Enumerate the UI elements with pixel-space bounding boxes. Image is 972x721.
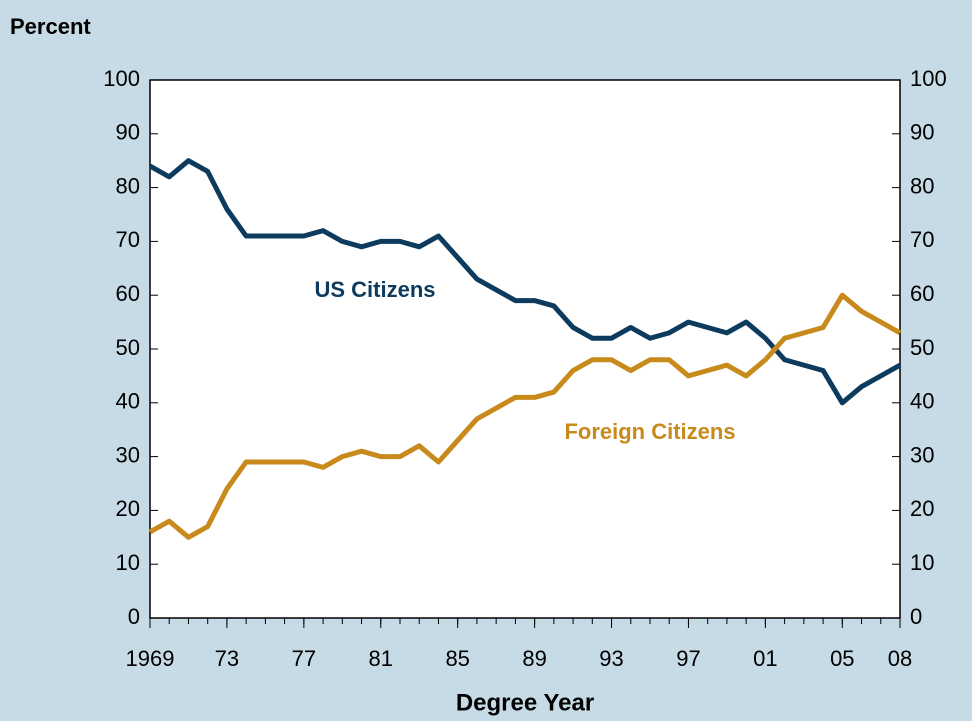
series-label: US Citizens — [314, 277, 435, 302]
series-line — [148, 292, 902, 540]
plot-area — [149, 79, 901, 619]
y2-tick-label: 30 — [910, 442, 934, 467]
x-tick-label: 81 — [369, 646, 393, 671]
y2-tick-label: 20 — [910, 496, 934, 521]
x-tick-label: 93 — [599, 646, 623, 671]
x-tick-label: 73 — [215, 646, 239, 671]
y-tick-label: 90 — [116, 120, 140, 145]
y-tick-label: 40 — [116, 389, 140, 414]
series-label: Foreign Citizens — [564, 419, 735, 444]
x-tick-label: 89 — [522, 646, 546, 671]
y-tick-label: 30 — [116, 442, 140, 467]
y-tick-label: 20 — [116, 496, 140, 521]
y2-tick-label: 10 — [910, 550, 934, 575]
y2-tick-label: 100 — [910, 66, 947, 91]
y-tick-label: 80 — [116, 173, 140, 198]
y2-tick-label: 50 — [910, 335, 934, 360]
y-tick-label: 100 — [103, 66, 140, 91]
x-tick-label: 97 — [676, 646, 700, 671]
x-tick-label: 77 — [292, 646, 316, 671]
y2-tick-label: 70 — [910, 227, 934, 252]
y-tick-label: 10 — [116, 550, 140, 575]
y2-tick-label: 40 — [910, 389, 934, 414]
y-tick-label: 70 — [116, 227, 140, 252]
x-tick-label: 85 — [445, 646, 469, 671]
y2-tick-label: 60 — [910, 281, 934, 306]
x-tick-label: 01 — [753, 646, 777, 671]
x-tick-label: 08 — [888, 646, 912, 671]
y2-tick-label: 0 — [910, 604, 922, 629]
y-tick-label: 50 — [116, 335, 140, 360]
x-tick-label: 1969 — [126, 646, 175, 671]
y2-tick-label: 90 — [910, 120, 934, 145]
x-axis-label: Degree Year — [456, 689, 594, 716]
y-tick-label: 60 — [116, 281, 140, 306]
chart-title: Percent — [10, 14, 91, 39]
x-tick-label: 05 — [830, 646, 854, 671]
y2-tick-label: 80 — [910, 173, 934, 198]
y-tick-label: 0 — [128, 604, 140, 629]
